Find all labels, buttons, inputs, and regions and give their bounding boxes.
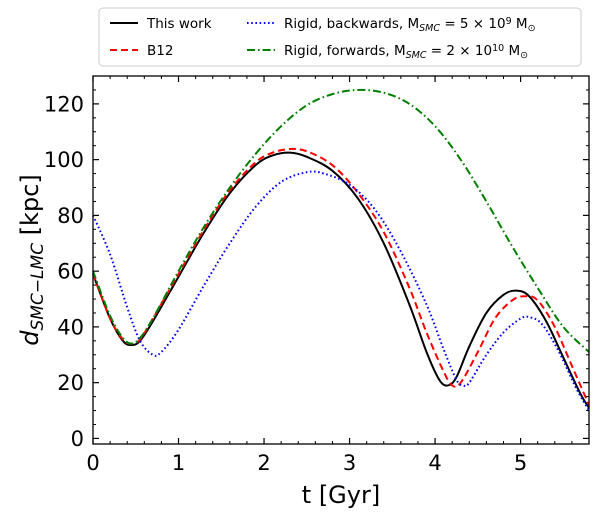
legend: This work B12 Rigid, backwards, MSMC = 5 ×… bbox=[98, 7, 582, 67]
y-axis-label: dSMC−LMC [kpc] bbox=[16, 174, 48, 346]
x-tick-label: 4 bbox=[428, 451, 441, 475]
y-tick-label: 40 bbox=[57, 315, 84, 339]
y-tick-label: 120 bbox=[44, 92, 84, 116]
y-tick-label: 0 bbox=[71, 427, 84, 451]
x-tick-label: 1 bbox=[172, 451, 185, 475]
series-line-rigid-forwards bbox=[92, 88, 590, 353]
x-tick-label: 0 bbox=[86, 451, 99, 475]
x-tick-label: 3 bbox=[343, 451, 356, 475]
y-tick-label: 20 bbox=[57, 371, 84, 395]
legend-label-b12: B12 bbox=[147, 43, 173, 59]
plot-frame bbox=[92, 75, 590, 445]
y-tick-label: 100 bbox=[44, 148, 84, 172]
y-axis-label-text: dSMC−LMC [kpc] bbox=[16, 174, 48, 346]
series-line-rigid-backwards bbox=[92, 170, 590, 412]
x-tick-label: 5 bbox=[514, 451, 527, 475]
x-tick-label: 2 bbox=[257, 451, 270, 475]
y-tick-label: 60 bbox=[57, 260, 84, 284]
y-tick-label: 80 bbox=[57, 204, 84, 228]
legend-label-rigid-backwards: Rigid, backwards, MSMC = 5 × 109 M⊙ bbox=[284, 16, 536, 35]
series-line-b12 bbox=[92, 147, 590, 406]
legend-box bbox=[98, 7, 582, 67]
legend-label-rigid-forwards: Rigid, forwards, MSMC = 2 × 1010 M⊙ bbox=[284, 43, 528, 62]
legend-label-this-work: This work bbox=[146, 16, 212, 32]
axis-ticks: 0 1 2 3 4 5 0 20 40 60 80 100 120 bbox=[44, 76, 589, 475]
series-line-this-work bbox=[92, 151, 590, 409]
plot-curves bbox=[92, 88, 590, 412]
x-axis-label: t [Gyr] bbox=[302, 481, 380, 509]
